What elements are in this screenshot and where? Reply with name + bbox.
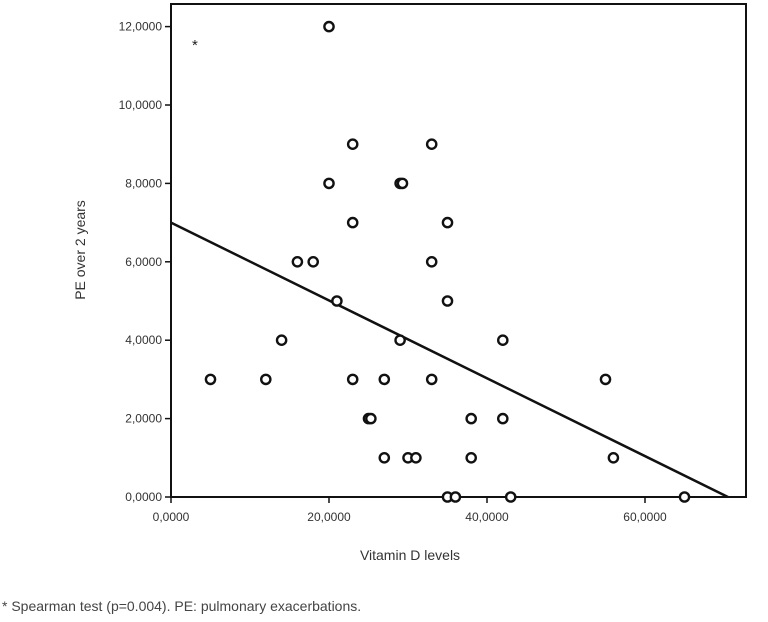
data-point — [441, 295, 454, 307]
y-tick-label: 0,0000 — [125, 490, 162, 504]
data-point — [410, 451, 422, 464]
data-point — [465, 451, 478, 464]
y-tick-label: 12,0000 — [119, 20, 163, 34]
data-point — [441, 216, 454, 229]
data-point — [378, 373, 391, 386]
data-point — [396, 177, 409, 190]
data-point — [449, 491, 462, 503]
x-tick-label: 20,0000 — [307, 510, 351, 524]
data-point — [678, 491, 691, 503]
data-point — [323, 177, 335, 190]
x-tick-label: 60,0000 — [623, 510, 667, 524]
x-tick-label: 0,0000 — [153, 510, 190, 524]
data-point — [346, 216, 359, 229]
scatter-chart: 0,0000 2,0000 4,0000 6,0000 8,0000 10,0000 12,… — [72, 3, 747, 563]
data-point — [365, 412, 377, 425]
significance-annotation: * — [192, 37, 198, 54]
x-axis: 0,0000 20,0000 40,0000 60,0000 — [153, 497, 667, 524]
figure-caption: * Spearman test (p=0.004). PE: pulmonary… — [2, 598, 362, 614]
data-point — [331, 295, 343, 307]
data-point — [323, 20, 335, 33]
y-tick-label: 10,0000 — [119, 98, 163, 112]
y-tick-label: 6,0000 — [125, 255, 162, 269]
data-point — [204, 373, 217, 386]
data-point — [346, 373, 359, 386]
data-point — [291, 255, 304, 268]
data-point — [496, 412, 509, 425]
data-point — [425, 138, 438, 150]
y-tick-label: 4,0000 — [125, 333, 162, 347]
data-point — [465, 412, 478, 425]
data-point — [378, 451, 391, 464]
data-point — [307, 255, 320, 268]
regression-line — [170, 221, 729, 499]
data-point — [394, 334, 406, 347]
y-axis: 0,0000 2,0000 4,0000 6,0000 8,0000 10,0000 12,… — [119, 20, 171, 504]
data-point — [275, 334, 288, 347]
x-axis-title: Vitamin D levels — [360, 547, 460, 563]
plot-frame — [170, 3, 747, 498]
y-tick-label: 8,0000 — [125, 176, 162, 190]
x-tick-label: 40,0000 — [465, 510, 509, 524]
regression-line-group — [170, 221, 729, 499]
y-axis-title: PE over 2 years — [72, 200, 88, 300]
y-tick-label: 2,0000 — [125, 412, 162, 426]
data-point — [599, 373, 612, 386]
data-point — [425, 373, 438, 386]
data-point — [496, 334, 509, 347]
data-point — [504, 491, 517, 503]
data-point — [259, 373, 272, 386]
data-point — [607, 451, 620, 464]
data-point — [425, 255, 438, 268]
data-point — [346, 138, 359, 150]
scatter-points — [204, 20, 691, 503]
